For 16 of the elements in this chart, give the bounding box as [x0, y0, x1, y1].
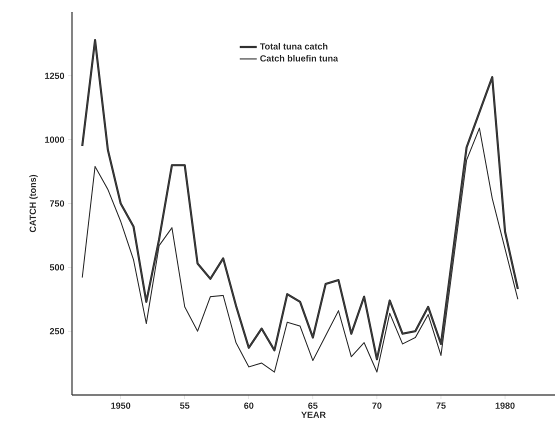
y-tick-label: 500: [50, 264, 64, 271]
legend-label: Total tuna catch: [260, 42, 328, 50]
x-tick-label: 70: [372, 402, 382, 409]
x-tick-label: 1980: [496, 402, 515, 409]
y-tick-label: 1000: [45, 136, 64, 143]
x-tick-label: 55: [180, 402, 190, 409]
y-tick-label: 750: [50, 200, 64, 207]
y-axis-title: CATCH (tons): [29, 174, 38, 232]
legend-label: Catch bluefin tuna: [260, 54, 338, 62]
x-tick-label: 60: [244, 402, 254, 409]
x-axis-title: YEAR: [301, 412, 326, 418]
x-tick-label: 1950: [111, 402, 130, 409]
y-tick-label: 250: [50, 328, 64, 334]
y-tick-label: 1250: [45, 72, 64, 80]
x-tick-label: 65: [308, 402, 318, 409]
x-tick-label: 75: [436, 402, 446, 409]
